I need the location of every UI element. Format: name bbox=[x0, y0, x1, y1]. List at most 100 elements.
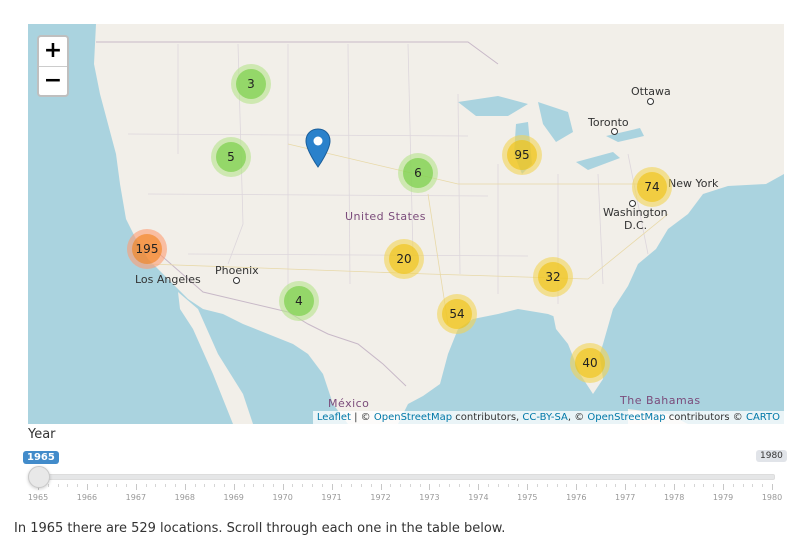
slider-minor-tick bbox=[634, 484, 636, 487]
osm-link[interactable]: OpenStreetMap bbox=[587, 412, 666, 423]
slider-minor-tick bbox=[321, 484, 323, 487]
slider-minor-tick bbox=[566, 484, 568, 487]
city-label-ottawa: Ottawa bbox=[631, 85, 671, 98]
city-dot bbox=[629, 200, 636, 207]
slider-major-tick bbox=[331, 484, 333, 490]
slider-minor-tick bbox=[194, 484, 196, 487]
slider-minor-tick bbox=[175, 484, 176, 487]
slider-minor-tick bbox=[272, 484, 274, 487]
map[interactable]: + − Ottawa Toronto New York Washington D… bbox=[28, 24, 784, 424]
slider-minor-tick bbox=[390, 484, 392, 487]
slider-minor-tick bbox=[732, 484, 734, 487]
slider-major-tick bbox=[86, 484, 88, 490]
slider-minor-tick bbox=[409, 484, 411, 487]
slider-minor-tick bbox=[106, 484, 108, 487]
cluster-marker[interactable]: 6 bbox=[398, 153, 438, 193]
city-dot bbox=[611, 128, 618, 135]
slider-tick-label: 1974 bbox=[468, 493, 489, 502]
slider-minor-tick bbox=[253, 484, 255, 487]
slider-minor-tick bbox=[351, 484, 353, 487]
slider-minor-tick bbox=[419, 484, 421, 487]
city-label-toronto: Toronto bbox=[588, 116, 629, 129]
slider-major-tick bbox=[282, 484, 284, 490]
slider-tick-label: 1972 bbox=[370, 493, 391, 502]
cluster-marker[interactable]: 40 bbox=[570, 343, 610, 383]
slider-minor-tick bbox=[537, 484, 539, 487]
carto-link[interactable]: CARTO bbox=[745, 412, 780, 423]
slider-minor-tick bbox=[155, 484, 157, 487]
slider-major-tick bbox=[429, 484, 431, 490]
slider-minor-tick bbox=[57, 484, 59, 487]
cluster-marker[interactable]: 74 bbox=[632, 167, 672, 207]
cluster-marker[interactable]: 20 bbox=[384, 239, 424, 279]
slider-minor-tick bbox=[116, 484, 118, 487]
slider-minor-tick bbox=[586, 484, 588, 487]
slider-tick-label: 1978 bbox=[663, 493, 685, 502]
slider-major-tick bbox=[380, 484, 382, 490]
slider-minor-tick bbox=[263, 484, 265, 487]
slider-minor-tick bbox=[556, 484, 558, 487]
slider-minor-tick bbox=[683, 484, 685, 487]
slider-major-tick bbox=[527, 484, 529, 490]
cluster-marker[interactable]: 95 bbox=[502, 135, 542, 175]
cluster-count: 5 bbox=[216, 142, 246, 172]
slider-minor-tick bbox=[77, 484, 79, 487]
slider-minor-tick bbox=[96, 484, 98, 487]
slider-minor-tick bbox=[214, 484, 216, 487]
slider-minor-tick bbox=[517, 484, 519, 487]
slider-minor-tick bbox=[145, 484, 147, 487]
slider-minor-tick bbox=[615, 484, 617, 487]
slider-minor-tick bbox=[292, 484, 294, 487]
cluster-marker[interactable]: 32 bbox=[533, 257, 573, 297]
cluster-count: 95 bbox=[507, 140, 537, 170]
cc-by-sa-link[interactable]: CC-BY-SA bbox=[522, 412, 568, 423]
cluster-marker[interactable]: 54 bbox=[437, 294, 477, 334]
slider-minor-tick bbox=[400, 484, 402, 487]
slider-major-tick bbox=[723, 484, 725, 490]
zoom-out-button[interactable]: − bbox=[43, 68, 63, 93]
city-dot bbox=[233, 277, 240, 284]
slider-minor-tick bbox=[742, 484, 744, 487]
cluster-marker[interactable]: 195 bbox=[127, 229, 167, 269]
slider-max-badge: 1980 bbox=[756, 450, 787, 462]
slider-handle[interactable] bbox=[28, 466, 50, 488]
slider-major-tick bbox=[478, 484, 480, 490]
slider-tick-label: 1965 bbox=[27, 493, 49, 502]
attribution-text: contributors, bbox=[452, 412, 523, 423]
basemap bbox=[94, 24, 784, 424]
city-label-los-angeles: Los Angeles bbox=[135, 273, 201, 286]
osm-link[interactable]: OpenStreetMap bbox=[373, 412, 453, 423]
slider-major-tick bbox=[576, 484, 578, 490]
slider-minor-tick bbox=[752, 484, 754, 487]
slider-minor-tick bbox=[497, 484, 499, 487]
slider-minor-tick bbox=[703, 484, 705, 487]
attribution-text: contributors © bbox=[665, 412, 746, 423]
slider-tick-label: 1967 bbox=[125, 493, 147, 502]
slider-tick-label: 1971 bbox=[321, 493, 342, 502]
slider-minor-tick bbox=[439, 484, 441, 487]
cluster-marker[interactable]: 3 bbox=[231, 64, 271, 104]
slider-minor-tick bbox=[360, 484, 362, 487]
slider-minor-tick bbox=[713, 484, 715, 487]
slider-minor-tick bbox=[47, 484, 49, 487]
slider-major-tick bbox=[625, 484, 627, 490]
city-label-washington: Washington bbox=[603, 206, 668, 219]
city-label-dc: D.C. bbox=[624, 219, 648, 232]
cluster-count: 4 bbox=[284, 286, 314, 316]
slider-major-tick bbox=[674, 484, 676, 490]
cluster-marker[interactable]: 4 bbox=[279, 281, 319, 321]
slider-minor-tick bbox=[488, 484, 490, 487]
slider-track[interactable] bbox=[37, 474, 775, 480]
slider-minor-tick bbox=[762, 484, 764, 487]
slider-minor-tick bbox=[693, 484, 695, 487]
slider-minor-tick bbox=[507, 484, 509, 487]
slider-minor-tick bbox=[449, 484, 451, 487]
zoom-in-button[interactable]: + bbox=[39, 37, 67, 67]
map-marker-icon[interactable] bbox=[305, 128, 331, 168]
slider-minor-tick bbox=[458, 484, 460, 487]
slider-minor-tick bbox=[605, 484, 607, 487]
slider-minor-tick bbox=[644, 484, 646, 487]
leaflet-link[interactable]: Leaflet bbox=[316, 412, 351, 423]
cluster-marker[interactable]: 5 bbox=[211, 137, 251, 177]
slider-tick-label: 1970 bbox=[272, 493, 293, 502]
